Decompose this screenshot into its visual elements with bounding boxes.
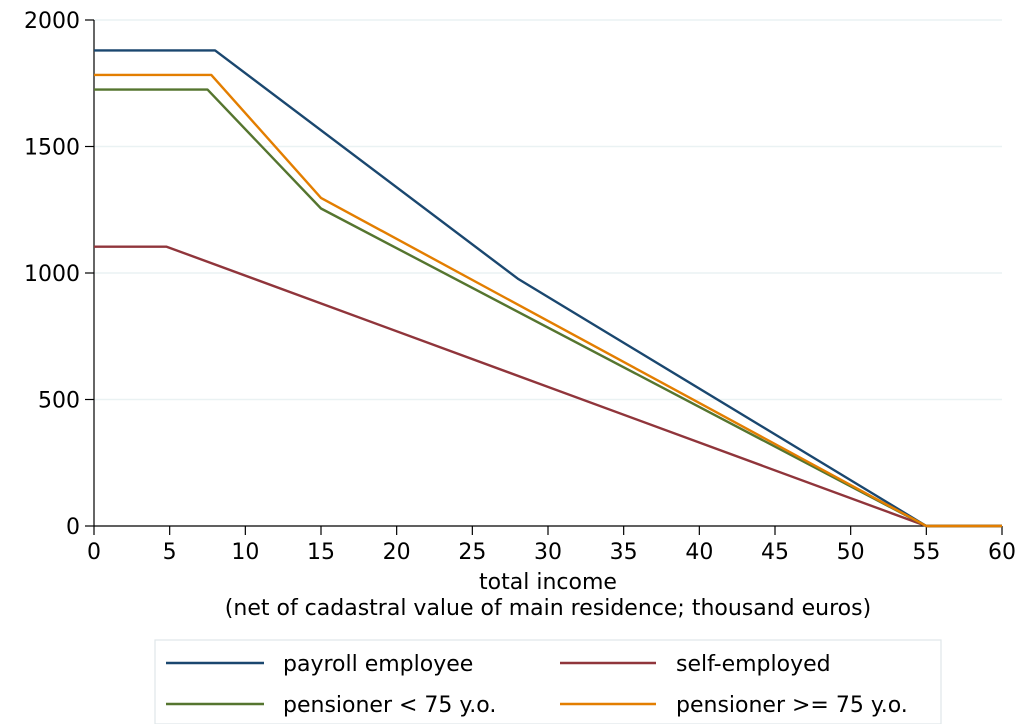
legend-label-3: pensioner >= 75 y.o. <box>676 693 908 718</box>
legend-label-1: self-employed <box>676 652 831 677</box>
x-axis-title-group: total income (net of cadastral value of … <box>225 570 871 621</box>
series-line-0 <box>94 49 1002 528</box>
legend-box <box>154 639 942 724</box>
legend-label-0: payroll employee <box>283 652 473 677</box>
axes: 0 500 1000 1500 2000 0 5 10 15 20 25 30 35 40 45 50 55 60 <box>24 9 1016 565</box>
series-group <box>94 49 1002 528</box>
x-tick-label-9: 45 <box>761 540 789 565</box>
x-axis-subtitle: (net of cadastral value of main residenc… <box>225 596 871 621</box>
grid-lines <box>94 19 1002 401</box>
x-tick-label-6: 30 <box>534 540 562 565</box>
x-axis-title: total income <box>479 570 617 595</box>
x-tick-label-2: 10 <box>231 540 259 565</box>
y-tick-label-4: 2000 <box>24 9 80 34</box>
x-tick-label-5: 25 <box>458 540 486 565</box>
x-tick-label-4: 20 <box>383 540 411 565</box>
series-line-2 <box>94 88 1002 528</box>
series-line-3 <box>94 73 1002 528</box>
x-tick-label-10: 50 <box>837 540 865 565</box>
legend-label-2: pensioner < 75 y.o. <box>283 693 496 718</box>
x-tick-label-3: 15 <box>307 540 335 565</box>
y-tick-label-3: 1500 <box>24 136 80 161</box>
y-tick-label-2: 1000 <box>24 262 80 287</box>
series-line-1 <box>94 245 1002 528</box>
x-tick-label-8: 40 <box>685 540 713 565</box>
legend: payroll employee self-employed pensioner <… <box>154 639 942 724</box>
x-tick-label-1: 5 <box>163 540 177 565</box>
x-tick-label-0: 0 <box>87 540 101 565</box>
x-tick-label-7: 35 <box>610 540 638 565</box>
y-tick-label-1: 500 <box>38 389 80 414</box>
y-tick-label-0: 0 <box>66 515 80 540</box>
x-tick-label-11: 55 <box>912 540 940 565</box>
x-tick-label-12: 60 <box>988 540 1016 565</box>
